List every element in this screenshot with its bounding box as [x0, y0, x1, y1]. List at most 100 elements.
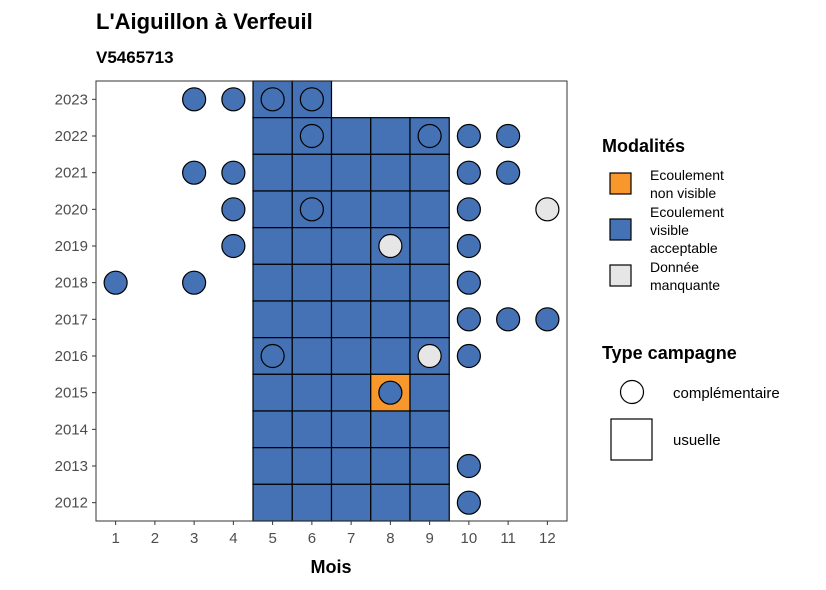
point-2022-11 — [496, 123, 521, 149]
point-2020-10 — [456, 197, 481, 222]
tile-2021-9 — [409, 153, 450, 192]
y-axis: 2023 2022 2021 2020 2019 2018 2017 2016 2015 2014… — [55, 91, 96, 512]
tile-2012-7 — [330, 483, 372, 522]
y-tick-label-2012: 2012 — [55, 495, 88, 512]
tile-2012-6 — [291, 483, 333, 522]
point-2016-5 — [260, 343, 285, 369]
legend-swatch-missing — [609, 264, 632, 287]
x-tick-label-2: 2 — [151, 530, 159, 547]
y-tick-label-2014: 2014 — [55, 421, 88, 438]
y-tick-label-2016: 2016 — [55, 348, 88, 365]
chart-title: L'Aiguillon à Verfeuil — [96, 9, 313, 34]
y-tick-label-2023: 2023 — [55, 91, 88, 108]
usuelle-tiles — [252, 80, 450, 522]
legend-label-visible: Ecoulement visible acceptable — [650, 204, 724, 256]
plot-panel-border — [95, 80, 568, 522]
point-2021-11 — [496, 160, 521, 185]
x-tick-label-8: 8 — [386, 530, 394, 547]
point-2019-4 — [221, 233, 246, 259]
tile-2012-8 — [370, 483, 411, 522]
tile-2017-9 — [409, 300, 450, 339]
y-tick-label-2020: 2020 — [55, 201, 88, 218]
tile-2019-9 — [409, 227, 450, 265]
legend-label-missing: Donnée manquante — [650, 259, 720, 293]
point-2021-3 — [182, 160, 207, 185]
point-2017-11 — [496, 307, 521, 332]
x-tick-label-6: 6 — [308, 530, 316, 547]
x-tick-label-3: 3 — [190, 530, 198, 547]
tile-2014-8 — [370, 410, 411, 449]
point-2015-8 — [378, 380, 403, 405]
legend-label-usuelle: usuelle — [673, 432, 721, 449]
tile-2019-5 — [252, 227, 293, 265]
legend-circle-swatch — [619, 379, 645, 405]
legend-swatch-visible — [609, 218, 632, 241]
tile-2014-7 — [330, 410, 372, 449]
tile-2018-8 — [370, 263, 411, 302]
x-axis-title: Mois — [310, 557, 351, 577]
tile-2018-9 — [409, 263, 450, 302]
point-2019-8 — [378, 233, 403, 259]
point-2021-4 — [221, 160, 246, 185]
point-2023-3 — [182, 87, 207, 112]
tile-2014-9 — [409, 410, 450, 449]
tile-2017-6 — [291, 300, 333, 339]
tile-2021-6 — [291, 153, 333, 192]
y-tick-label-2019: 2019 — [55, 238, 88, 255]
point-2023-6 — [299, 87, 324, 112]
point-2022-10 — [456, 123, 481, 149]
tile-2016-9 — [409, 337, 450, 375]
tile-2013-7 — [330, 447, 372, 485]
tile-2014-6 — [291, 410, 333, 449]
tile-2019-7 — [330, 227, 372, 265]
x-tick-label-1: 1 — [111, 530, 119, 547]
tile-2017-5 — [252, 300, 293, 339]
x-tick-label-4: 4 — [229, 530, 237, 547]
tile-2018-7 — [330, 263, 372, 302]
point-2019-10 — [456, 233, 481, 259]
tile-2021-7 — [330, 153, 372, 192]
tile-2021-5 — [252, 153, 293, 192]
tile-2021-8 — [370, 153, 411, 192]
tile-2013-5 — [252, 447, 293, 485]
point-2023-5 — [260, 87, 285, 112]
y-tick-label-2015: 2015 — [55, 385, 88, 402]
legend-label-complementaire: complémentaire — [673, 385, 780, 402]
point-2022-9 — [417, 123, 442, 149]
tile-2022-8 — [370, 117, 411, 155]
point-2018-3 — [182, 270, 207, 295]
tile-2022-7 — [330, 117, 372, 155]
y-tick-label-2022: 2022 — [55, 128, 88, 145]
tile-2015-9 — [409, 373, 450, 412]
x-tick-label-11: 11 — [500, 530, 516, 547]
x-axis: 1 2 3 4 5 6 7 8 9 10 11 12 — [111, 521, 556, 547]
point-2018-1 — [103, 270, 128, 295]
y-tick-label-2013: 2013 — [55, 458, 88, 475]
point-2018-10 — [456, 270, 481, 295]
point-2020-12 — [535, 197, 560, 222]
tile-2015-6 — [291, 373, 333, 412]
x-tick-label-7: 7 — [347, 530, 355, 547]
tile-2015-7 — [330, 373, 372, 412]
point-2016-10 — [456, 343, 481, 369]
complementaire-points — [103, 87, 560, 515]
tile-2013-8 — [370, 447, 411, 485]
tile-2015-5 — [252, 373, 293, 412]
tile-2020-8 — [370, 190, 411, 229]
tile-2020-5 — [252, 190, 293, 229]
point-2020-6 — [299, 197, 324, 222]
chart-subtitle: V5465713 — [96, 48, 174, 67]
tile-2012-5 — [252, 483, 293, 522]
tile-2022-5 — [252, 117, 293, 155]
tile-2016-8 — [370, 337, 411, 375]
legend-square-swatch — [610, 418, 653, 461]
tile-2017-7 — [330, 300, 372, 339]
y-tick-label-2021: 2021 — [55, 165, 88, 182]
tile-2013-9 — [409, 447, 450, 485]
point-2023-4 — [221, 87, 246, 112]
point-2017-12 — [535, 307, 560, 332]
point-2020-4 — [221, 197, 246, 222]
y-tick-label-2017: 2017 — [55, 311, 88, 328]
x-tick-label-12: 12 — [539, 530, 556, 547]
